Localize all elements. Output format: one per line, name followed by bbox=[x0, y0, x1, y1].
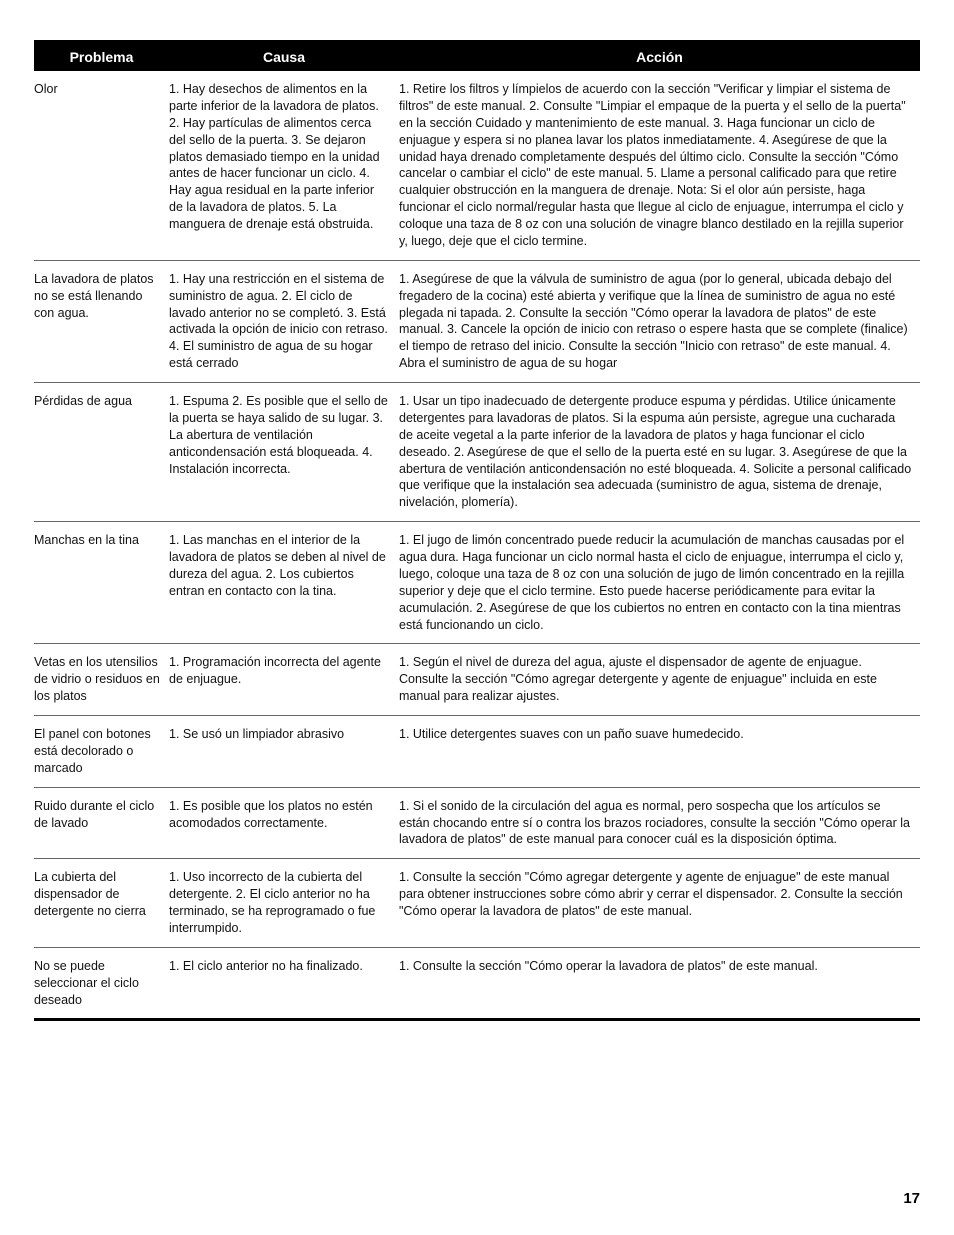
table-header-row: Problema Causa Acción bbox=[34, 42, 920, 72]
cell-accion: 1. Según el nivel de dureza del agua, aj… bbox=[399, 644, 920, 716]
cell-problema: La lavadora de platos no se está llenand… bbox=[34, 260, 169, 382]
cell-accion: 1. Consulte la sección "Cómo agregar det… bbox=[399, 859, 920, 948]
cell-causa: 1. Uso incorrecto de la cubierta del det… bbox=[169, 859, 399, 948]
manual-page: Problema Causa Acción Olor 1. Hay desech… bbox=[0, 0, 954, 1235]
table-row: Vetas en los utensilios de vidrio o resi… bbox=[34, 644, 920, 716]
cell-problema: Pérdidas de agua bbox=[34, 383, 169, 522]
col-header-causa: Causa bbox=[169, 42, 399, 72]
page-number: 17 bbox=[903, 1190, 920, 1207]
table-row: El panel con botones está decolorado o m… bbox=[34, 716, 920, 788]
cell-problema: El panel con botones está decolorado o m… bbox=[34, 716, 169, 788]
cell-causa: 1. Hay desechos de alimentos en la parte… bbox=[169, 71, 399, 260]
col-header-accion: Acción bbox=[399, 42, 920, 72]
cell-causa: 1. Es posible que los platos no estén ac… bbox=[169, 787, 399, 859]
cell-problema: Ruido durante el ciclo de lavado bbox=[34, 787, 169, 859]
cell-problema: Vetas en los utensilios de vidrio o resi… bbox=[34, 644, 169, 716]
cell-causa: 1. Se usó un limpiador abrasivo bbox=[169, 716, 399, 788]
cell-accion: 1. Usar un tipo inadecuado de detergente… bbox=[399, 383, 920, 522]
table-row: Manchas en la tina 1. Las manchas en el … bbox=[34, 522, 920, 644]
cell-problema: Olor bbox=[34, 71, 169, 260]
table-row: La cubierta del dispensador de detergent… bbox=[34, 859, 920, 948]
table-row: No se puede seleccionar el ciclo deseado… bbox=[34, 947, 920, 1020]
table-row: Ruido durante el ciclo de lavado 1. Es p… bbox=[34, 787, 920, 859]
table-row: Olor 1. Hay desechos de alimentos en la … bbox=[34, 71, 920, 260]
col-header-problema: Problema bbox=[34, 42, 169, 72]
cell-causa: 1. El ciclo anterior no ha finalizado. bbox=[169, 947, 399, 1020]
table-row: Pérdidas de agua 1. Espuma 2. Es posible… bbox=[34, 383, 920, 522]
cell-problema: Manchas en la tina bbox=[34, 522, 169, 644]
cell-causa: 1. Espuma 2. Es posible que el sello de … bbox=[169, 383, 399, 522]
table-row: La lavadora de platos no se está llenand… bbox=[34, 260, 920, 382]
cell-accion: 1. Consulte la sección "Cómo operar la l… bbox=[399, 947, 920, 1020]
cell-causa: 1. Hay una restricción en el sistema de … bbox=[169, 260, 399, 382]
troubleshooting-table: Problema Causa Acción Olor 1. Hay desech… bbox=[34, 40, 920, 1021]
cell-accion: 1. El jugo de limón concentrado puede re… bbox=[399, 522, 920, 644]
cell-problema: La cubierta del dispensador de detergent… bbox=[34, 859, 169, 948]
cell-accion: 1. Utilice detergentes suaves con un pañ… bbox=[399, 716, 920, 788]
cell-accion: 1. Retire los filtros y límpielos de acu… bbox=[399, 71, 920, 260]
cell-causa: 1. Las manchas en el interior de la lava… bbox=[169, 522, 399, 644]
cell-accion: 1. Asegúrese de que la válvula de sumini… bbox=[399, 260, 920, 382]
cell-problema: No se puede seleccionar el ciclo deseado bbox=[34, 947, 169, 1020]
cell-accion: 1. Si el sonido de la circulación del ag… bbox=[399, 787, 920, 859]
cell-causa: 1. Programación incorrecta del agente de… bbox=[169, 644, 399, 716]
